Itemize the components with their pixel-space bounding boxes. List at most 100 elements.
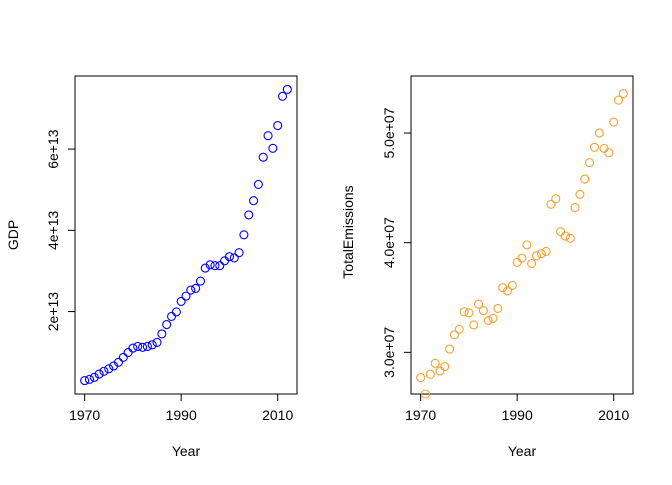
emissions-data-point — [445, 344, 455, 354]
gdp-data-point — [282, 84, 292, 94]
emissions-data-point — [464, 308, 474, 318]
emissions-data-point — [541, 246, 551, 256]
gdp-data-point — [210, 261, 220, 271]
emissions-data-point — [517, 253, 527, 263]
emissions-data-point — [498, 283, 508, 293]
gdp-data-point — [99, 366, 109, 376]
gdp-data-point — [152, 337, 162, 347]
emissions-data-point — [589, 142, 599, 152]
emissions-x-tick-label: 1970 — [405, 407, 436, 423]
emissions-x-tick-label: 1990 — [502, 407, 533, 423]
gdp-x-ticks: 1970 1990 2010 — [69, 393, 293, 423]
emissions-data-point — [440, 362, 450, 372]
emissions-data-point — [522, 240, 532, 250]
emissions-panel: 1970 1990 2010 3.0e+074.0e+075.0e+07 Year … — [340, 75, 634, 459]
gdp-x-axis-label: Year — [172, 443, 201, 459]
emissions-plot-frame — [410, 75, 634, 395]
gdp-data-point — [268, 143, 278, 153]
gdp-points — [80, 84, 292, 386]
emissions-data-point — [449, 330, 459, 340]
gdp-x-tick-label: 1970 — [69, 407, 100, 423]
gdp-data-point — [176, 296, 186, 306]
emissions-data-point — [527, 258, 537, 269]
gdp-data-point — [234, 248, 244, 258]
gdp-data-point — [191, 283, 201, 293]
emissions-data-point — [474, 299, 484, 309]
emissions-data-point — [493, 303, 503, 314]
gdp-data-point — [157, 329, 167, 339]
gdp-panel: 1970 1990 2010 2e+13 4e+13 6e+13 Year GDP — [5, 75, 298, 459]
emissions-y-tick-label: 3.0e+07 — [381, 327, 397, 378]
gdp-data-point — [195, 276, 206, 286]
emissions-data-point — [556, 227, 566, 237]
gdp-y-axis-label: GDP — [5, 220, 21, 250]
gdp-data-point — [162, 320, 172, 330]
emissions-data-point — [420, 389, 431, 399]
emissions-data-point — [565, 233, 575, 243]
emissions-data-point — [599, 143, 609, 153]
emissions-data-point — [546, 199, 556, 209]
emissions-data-point — [469, 320, 479, 330]
gdp-data-point — [215, 261, 225, 271]
emissions-data-point — [570, 203, 580, 213]
emissions-data-point — [580, 174, 590, 184]
gdp-data-point — [113, 357, 123, 367]
gdp-data-point — [147, 340, 157, 350]
gdp-data-point — [229, 253, 239, 263]
gdp-data-point — [80, 376, 90, 386]
gdp-data-point — [249, 196, 259, 206]
gdp-data-point — [273, 120, 283, 131]
gdp-data-point — [118, 352, 128, 362]
emissions-x-tick-label: 2010 — [598, 407, 629, 423]
emissions-data-point — [416, 373, 426, 383]
emissions-data-point — [454, 324, 464, 334]
emissions-data-point — [507, 280, 517, 290]
gdp-data-point — [186, 285, 196, 295]
gdp-data-point — [253, 179, 263, 189]
emissions-data-point — [488, 313, 498, 323]
gdp-data-point — [138, 342, 148, 352]
gdp-data-point — [166, 311, 177, 321]
emissions-data-point — [585, 158, 595, 168]
emissions-data-point — [430, 358, 440, 368]
emissions-data-point — [502, 286, 513, 296]
emissions-data-point — [435, 366, 445, 376]
gdp-y-tick-label: 6e+13 — [45, 129, 61, 169]
emissions-data-point — [425, 369, 435, 379]
gdp-x-tick-label: 2010 — [262, 407, 293, 423]
gdp-data-point — [123, 348, 133, 358]
emissions-data-point — [609, 117, 619, 127]
gdp-data-point — [277, 91, 288, 101]
emissions-data-point — [536, 249, 546, 259]
gdp-data-point — [181, 291, 191, 301]
gdp-data-point — [200, 263, 210, 273]
gdp-data-point — [171, 307, 181, 317]
gdp-data-point — [239, 230, 249, 240]
emissions-data-point — [512, 257, 522, 267]
gdp-data-point — [244, 210, 254, 220]
gdp-x-tick-label: 1990 — [166, 407, 197, 423]
gdp-data-point — [258, 152, 268, 162]
gdp-data-point — [224, 252, 234, 262]
emissions-data-point — [459, 307, 469, 317]
emissions-data-point — [575, 189, 585, 199]
emissions-y-ticks: 3.0e+07 4.0e+07 5.0e+07 — [381, 107, 412, 378]
gdp-plot-frame — [74, 75, 298, 395]
emissions-points — [416, 88, 628, 399]
emissions-data-point — [531, 251, 542, 261]
emissions-x-ticks: 1970 1990 2010 — [405, 393, 629, 423]
gdp-data-point — [263, 131, 273, 141]
emissions-data-point — [551, 194, 561, 204]
emissions-data-point — [613, 95, 624, 105]
emissions-data-point — [478, 306, 488, 316]
gdp-data-point — [94, 369, 104, 379]
gdp-data-point — [104, 364, 114, 374]
emissions-data-point — [560, 231, 570, 241]
gdp-data-point — [89, 372, 99, 382]
emissions-data-point — [594, 128, 604, 138]
gdp-y-tick-label: 4e+13 — [45, 210, 61, 250]
gdp-data-point — [133, 341, 143, 352]
emissions-y-tick-label: 5.0e+07 — [381, 107, 397, 158]
